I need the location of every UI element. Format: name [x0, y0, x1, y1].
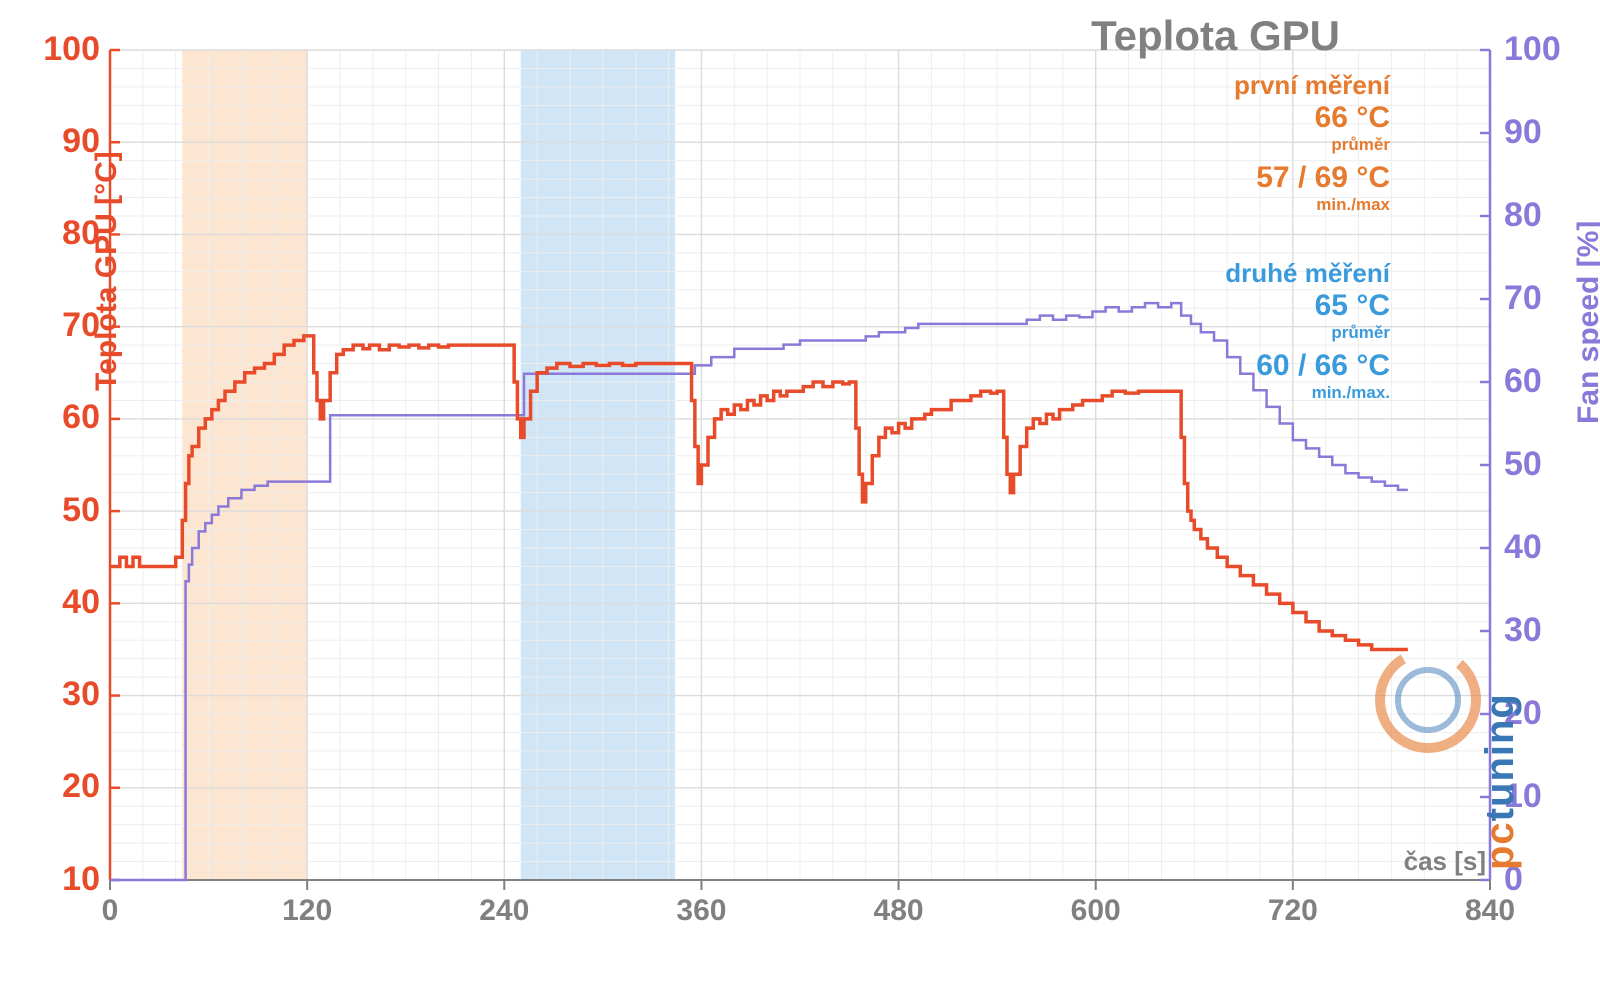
y-left-tick: 70: [30, 306, 100, 345]
x-axis-label: čas [s]: [1404, 846, 1486, 877]
y-axis-right-label: Fan speed [%]: [1572, 220, 1600, 423]
legend-first-avg-label: průměr: [1234, 135, 1390, 155]
y-left-tick: 60: [30, 398, 100, 437]
legend-first-measurement: první měření 66 °C průměr 57 / 69 °C min…: [1234, 70, 1390, 215]
watermark-pc: pc: [1478, 821, 1522, 870]
x-tick: 840: [1465, 894, 1515, 928]
watermark-tuning: tuning: [1478, 693, 1522, 821]
x-tick: 0: [102, 894, 119, 928]
y-right-tick: 80: [1504, 196, 1542, 235]
legend-second-range-label: min./max.: [1225, 383, 1390, 403]
y-left-tick: 30: [30, 675, 100, 714]
legend-first-avg: 66 °C: [1234, 101, 1390, 135]
y-right-tick: 30: [1504, 611, 1542, 650]
gpu-temperature-chart: Teplota GPU Teplota GPU [°C] Fan speed […: [0, 0, 1600, 996]
x-tick: 360: [676, 894, 726, 928]
y-right-tick: 90: [1504, 113, 1542, 152]
legend-second-avg: 65 °C: [1225, 289, 1390, 323]
legend-first-range-label: min./max: [1234, 195, 1390, 215]
legend-second-avg-label: průměr: [1225, 323, 1390, 343]
y-left-tick: 10: [30, 860, 100, 899]
y-axis-left-label: Teplota GPU [°C]: [90, 151, 124, 391]
x-tick: 720: [1268, 894, 1318, 928]
y-right-tick: 50: [1504, 445, 1542, 484]
x-tick: 600: [1071, 894, 1121, 928]
y-right-tick: 70: [1504, 279, 1542, 318]
legend-first-range: 57 / 69 °C: [1234, 161, 1390, 195]
y-right-tick: 60: [1504, 362, 1542, 401]
y-left-tick: 90: [30, 122, 100, 161]
y-left-tick: 50: [30, 491, 100, 530]
pctuning-watermark: pctuning: [1478, 693, 1523, 870]
y-right-tick: 100: [1504, 30, 1561, 69]
x-tick: 240: [479, 894, 529, 928]
legend-second-title: druhé měření: [1225, 258, 1390, 289]
x-tick: 480: [874, 894, 924, 928]
chart-title: Teplota GPU: [1091, 12, 1340, 60]
legend-first-title: první měření: [1234, 70, 1390, 101]
legend-second-measurement: druhé měření 65 °C průměr 60 / 66 °C min…: [1225, 258, 1390, 403]
y-right-tick: 40: [1504, 528, 1542, 567]
y-left-tick: 100: [30, 30, 100, 69]
y-left-tick: 80: [30, 214, 100, 253]
x-tick: 120: [282, 894, 332, 928]
legend-second-range: 60 / 66 °C: [1225, 349, 1390, 383]
y-left-tick: 40: [30, 583, 100, 622]
y-left-tick: 20: [30, 767, 100, 806]
